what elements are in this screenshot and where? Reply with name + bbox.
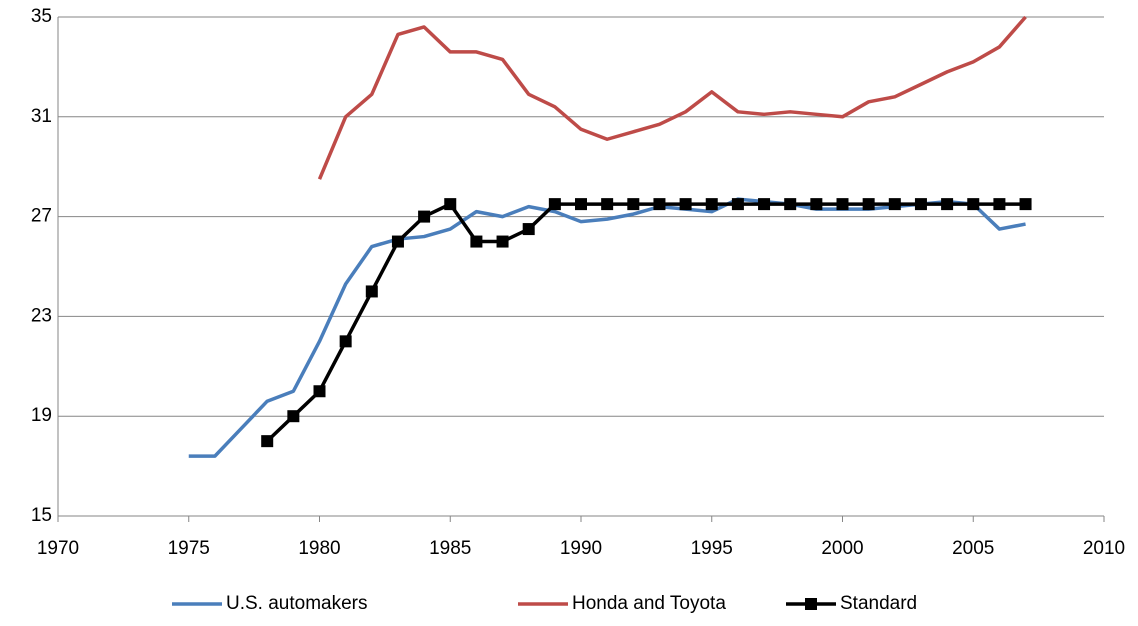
x-tick-label: 1980 <box>298 538 340 559</box>
x-tick-label: 1975 <box>168 538 210 559</box>
y-tick-label: 15 <box>31 505 52 526</box>
marker <box>418 210 431 223</box>
marker <box>941 198 954 211</box>
y-tick-label: 35 <box>31 6 52 27</box>
marker <box>967 198 980 211</box>
y-tick-label: 23 <box>31 305 52 326</box>
marker <box>444 198 457 211</box>
marker <box>784 198 797 211</box>
marker <box>758 198 771 211</box>
series-line <box>188 197 1026 458</box>
marker <box>313 385 326 398</box>
marker <box>261 435 274 448</box>
marker <box>836 198 849 211</box>
marker <box>522 223 535 236</box>
marker <box>365 285 378 298</box>
series-line <box>265 202 1026 443</box>
x-tick-label: 2010 <box>1083 538 1125 559</box>
marker <box>575 198 587 211</box>
marker <box>914 198 927 211</box>
y-tick-label: 31 <box>31 106 52 127</box>
x-tick-label: 1985 <box>429 538 471 559</box>
legend-label: U.S. automakers <box>226 593 368 614</box>
y-tick-label: 27 <box>31 206 52 227</box>
x-tick-label: 2000 <box>821 538 863 559</box>
marker <box>339 335 352 348</box>
marker <box>601 198 614 211</box>
marker <box>548 198 561 211</box>
y-tick-label: 19 <box>31 405 52 426</box>
marker <box>627 198 640 211</box>
legend-label: Honda and Toyota <box>572 593 726 614</box>
series-line <box>317 15 1027 180</box>
marker <box>810 198 823 211</box>
x-tick-label: 2005 <box>952 538 994 559</box>
x-tick-label: 1995 <box>691 538 733 559</box>
marker <box>705 198 718 211</box>
legend-marker <box>805 598 817 610</box>
marker <box>888 198 901 211</box>
marker <box>993 198 1006 211</box>
x-tick-label: 1970 <box>37 538 79 559</box>
marker <box>391 235 404 248</box>
marker <box>653 198 666 211</box>
marker <box>496 235 509 248</box>
x-tick-label: 1990 <box>560 538 602 559</box>
marker <box>1019 198 1032 211</box>
marker <box>731 198 744 211</box>
marker <box>679 198 692 211</box>
legend-label: Standard <box>840 593 917 614</box>
marker <box>287 410 300 423</box>
marker <box>470 235 483 248</box>
marker <box>862 198 875 211</box>
